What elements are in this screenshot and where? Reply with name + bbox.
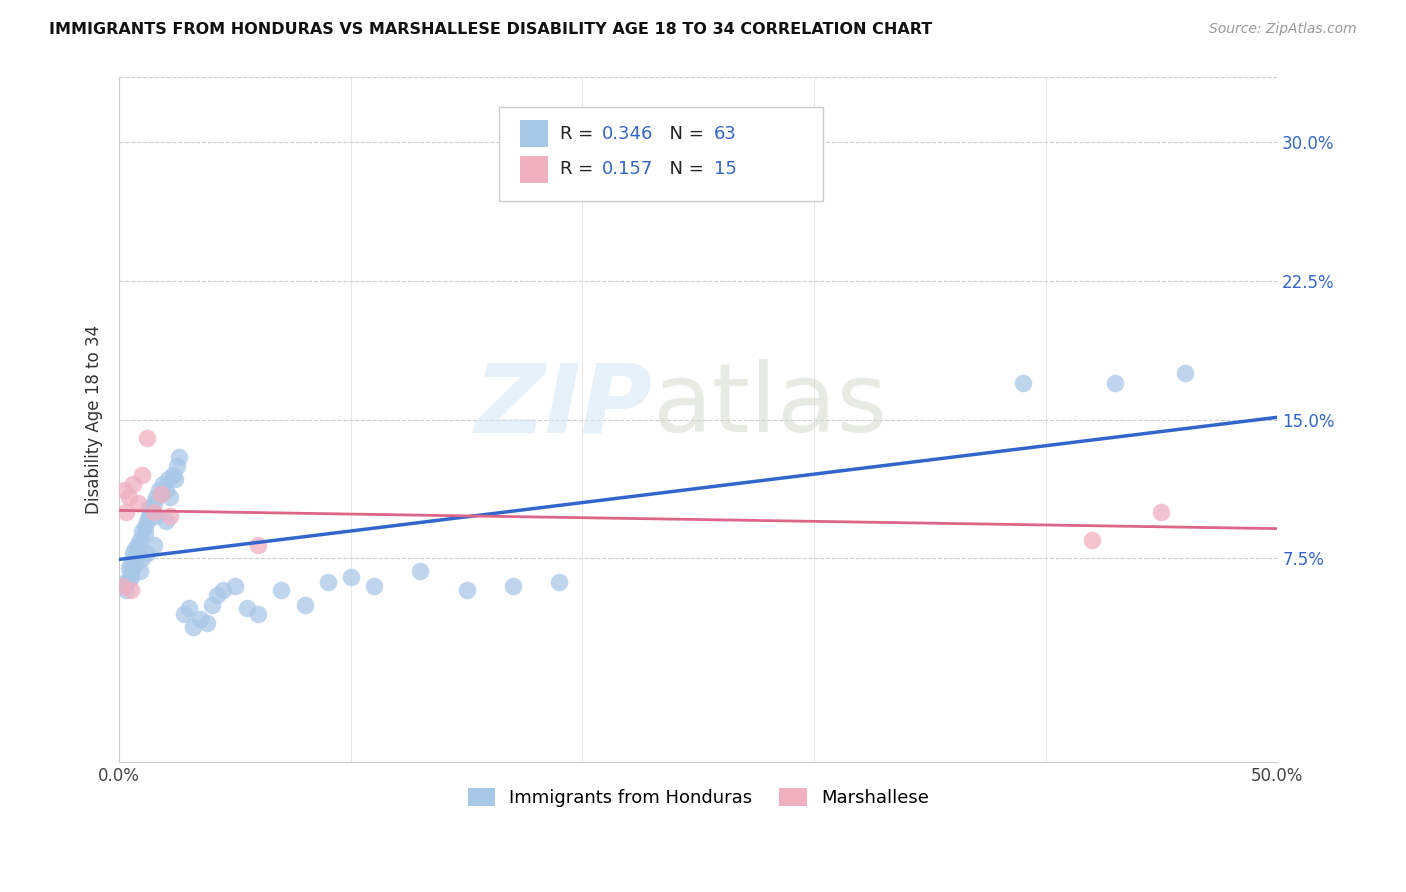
Point	[173, 607, 195, 621]
Point	[122, 546, 145, 560]
Point	[122, 551, 145, 566]
Point	[117, 490, 139, 504]
Point	[548, 575, 571, 590]
Point	[115, 582, 138, 597]
Point	[363, 579, 385, 593]
Text: N =: N =	[658, 160, 710, 178]
Point	[166, 458, 188, 473]
Point	[131, 468, 153, 483]
Point	[247, 607, 270, 621]
Point	[129, 564, 152, 578]
Point	[195, 615, 218, 630]
Point	[316, 575, 339, 590]
Point	[138, 501, 160, 516]
Point	[212, 582, 235, 597]
Point	[294, 598, 316, 612]
Point	[134, 520, 156, 534]
Point	[136, 431, 159, 445]
Point	[152, 477, 174, 491]
Point	[122, 477, 145, 491]
Point	[127, 546, 149, 560]
Point	[110, 579, 132, 593]
Y-axis label: Disability Age 18 to 34: Disability Age 18 to 34	[86, 325, 103, 514]
Point	[120, 557, 142, 571]
Point	[409, 564, 432, 578]
Legend: Immigrants from Honduras, Marshallese: Immigrants from Honduras, Marshallese	[461, 780, 936, 814]
Point	[112, 579, 135, 593]
Point	[163, 472, 186, 486]
Point	[155, 514, 177, 528]
Point	[124, 542, 146, 557]
Text: R =: R =	[560, 125, 599, 143]
Point	[270, 582, 292, 597]
Text: IMMIGRANTS FROM HONDURAS VS MARSHALLESE DISABILITY AGE 18 TO 34 CORRELATION CHAR: IMMIGRANTS FROM HONDURAS VS MARSHALLESE …	[49, 22, 932, 37]
Point	[115, 575, 138, 590]
Point	[136, 546, 159, 560]
Point	[456, 582, 478, 597]
Text: Source: ZipAtlas.com: Source: ZipAtlas.com	[1209, 22, 1357, 37]
Point	[117, 560, 139, 574]
Point	[155, 483, 177, 497]
Point	[1150, 505, 1173, 519]
Point	[117, 572, 139, 586]
Point	[1081, 533, 1104, 547]
Point	[138, 508, 160, 523]
Point	[1174, 367, 1197, 381]
Point	[235, 601, 257, 615]
Point	[162, 468, 184, 483]
Point	[124, 557, 146, 571]
Point	[115, 505, 138, 519]
Point	[143, 505, 166, 519]
Text: 15: 15	[714, 160, 737, 178]
Point	[159, 508, 181, 523]
Text: N =: N =	[658, 125, 710, 143]
Text: 0.346: 0.346	[602, 125, 654, 143]
Point	[134, 527, 156, 541]
Text: 0.157: 0.157	[602, 160, 654, 178]
Point	[129, 533, 152, 547]
Point	[112, 483, 135, 497]
Point	[131, 524, 153, 538]
Text: R =: R =	[560, 160, 605, 178]
Point	[502, 579, 524, 593]
Point	[340, 570, 363, 584]
Point	[188, 612, 211, 626]
Point	[149, 486, 172, 500]
Point	[141, 505, 163, 519]
Point	[131, 551, 153, 566]
Point	[120, 570, 142, 584]
Point	[127, 496, 149, 510]
Point	[145, 490, 167, 504]
Point	[143, 538, 166, 552]
Point	[183, 620, 205, 634]
Point	[247, 538, 270, 552]
Point	[224, 579, 246, 593]
Point	[127, 538, 149, 552]
Point	[145, 508, 167, 523]
Text: ZIP: ZIP	[474, 359, 652, 452]
Point	[149, 486, 172, 500]
Point	[156, 472, 179, 486]
Point	[143, 496, 166, 510]
Point	[177, 601, 200, 615]
Point	[1011, 376, 1033, 390]
Point	[159, 490, 181, 504]
Point	[169, 450, 191, 464]
Point	[136, 514, 159, 528]
Point	[1104, 376, 1126, 390]
Point	[201, 598, 224, 612]
Point	[120, 582, 142, 597]
Point	[120, 564, 142, 578]
Point	[148, 483, 170, 497]
Text: atlas: atlas	[652, 359, 887, 452]
Text: 63: 63	[714, 125, 737, 143]
Point	[205, 588, 228, 602]
